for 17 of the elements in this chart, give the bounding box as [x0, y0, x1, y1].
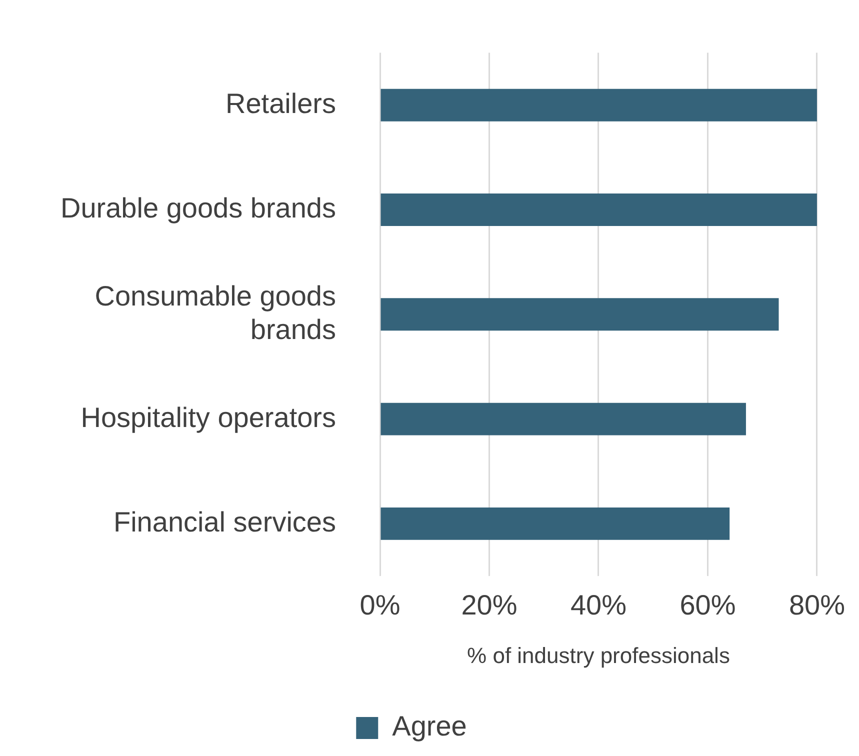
- y-tick-label: Retailers: [226, 88, 336, 119]
- x-tick-label: 80%: [788, 590, 846, 621]
- y-tick-label: Consumable goods brands: [94, 280, 336, 345]
- x-tick-label: 60%: [680, 590, 736, 621]
- x-tick-label: 40%: [570, 590, 627, 621]
- x-tick-label: 0%: [360, 590, 400, 621]
- bar: [380, 194, 817, 226]
- bar: [380, 507, 730, 540]
- x-tick-label: 20%: [461, 590, 518, 621]
- legend-label: Agree: [392, 710, 467, 742]
- y-tick-label: Financial services: [113, 506, 336, 538]
- y-tick-label: Hospitality operators: [80, 402, 336, 433]
- y-tick-label: Durable goods brands: [60, 192, 336, 224]
- x-axis-title: % of industry professionals: [467, 642, 730, 668]
- bar: [380, 88, 817, 122]
- bar: [380, 298, 779, 331]
- bar: [380, 402, 746, 436]
